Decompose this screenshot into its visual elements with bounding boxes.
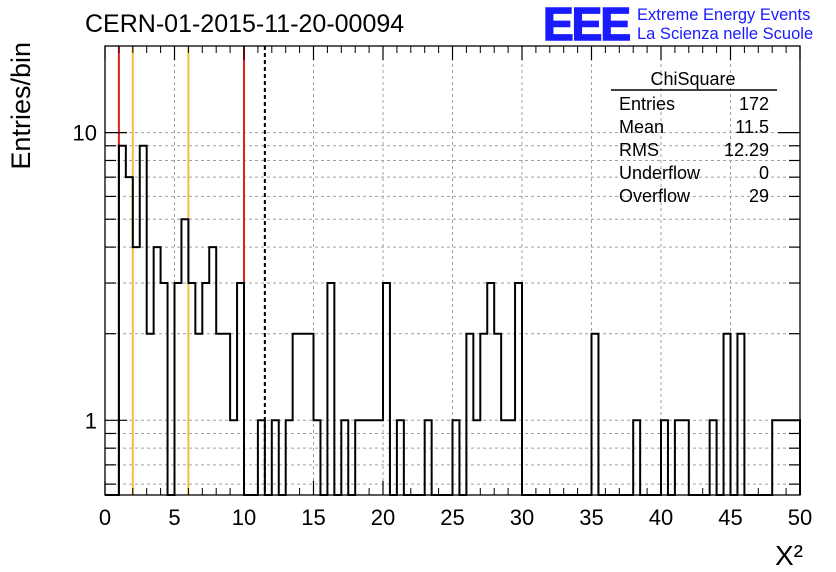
eee-logo-line2: La Scienza nelle Scuole (637, 25, 813, 43)
stats-row-value: 12.29 (724, 140, 769, 160)
x-tick-label: 10 (232, 505, 256, 530)
x-tick-label: 20 (371, 505, 395, 530)
stats-row-label: Entries (619, 94, 675, 114)
stats-row-value: 0 (759, 163, 769, 183)
stats-row-label: Underflow (619, 163, 701, 183)
x-tick-label: 40 (649, 505, 673, 530)
stats-row-label: RMS (619, 140, 659, 160)
x-tick-label: 5 (168, 505, 180, 530)
stats-row-label: Overflow (619, 186, 691, 206)
eee-logo-line1: Extreme Energy Events (637, 6, 810, 24)
y-tick-label: 10 (73, 121, 97, 146)
stats-row-value: 172 (739, 94, 769, 114)
stats-title: ChiSquare (650, 69, 735, 89)
x-tick-label: 50 (788, 505, 812, 530)
x-tick-label: 15 (301, 505, 325, 530)
stats-row-value: 29 (749, 186, 769, 206)
eee-logo-mark: EEE (543, 0, 629, 50)
chart-title: CERN-01-2015-11-20-00094 (85, 10, 404, 38)
x-axis-label: X² (775, 540, 803, 571)
stats-box: ChiSquare Entries 172 Mean 11.5 RMS 12.29 Unde… (611, 69, 777, 206)
x-tick-label: 0 (99, 505, 111, 530)
histogram-outline (105, 144, 801, 496)
axis-ticks: 0 5 10 15 20 25 30 35 40 45 50 1 10 (73, 46, 812, 530)
x-tick-label: 30 (510, 505, 534, 530)
eee-logo: EEE Extreme Energy Events La Scienza nel… (542, 0, 813, 51)
reference-lines (117, 46, 266, 495)
grid (105, 46, 800, 495)
x-tick-label: 25 (440, 505, 464, 530)
stats-row-value: 11.5 (735, 117, 769, 137)
x-tick-label: 45 (718, 505, 742, 530)
y-tick-label: 1 (85, 408, 97, 433)
y-axis-label: Entries/bin (6, 42, 36, 170)
stats-row-label: Mean (619, 117, 664, 137)
x-tick-label: 35 (579, 505, 603, 530)
